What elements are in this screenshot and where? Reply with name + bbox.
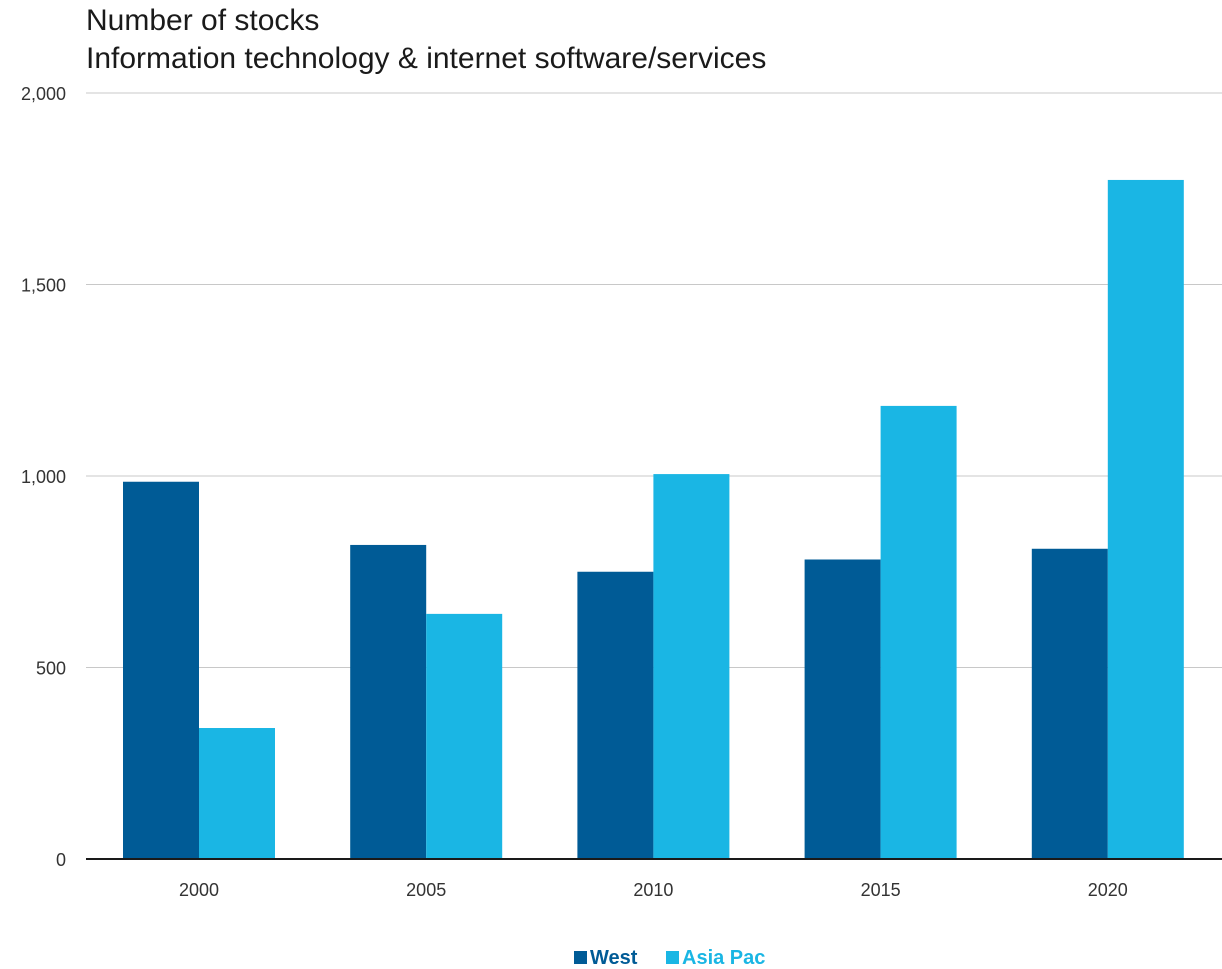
x-axis-tick-labels: 2000 2005 2010 2015 2020 [179,880,1128,900]
y-tick-label: 500 [36,659,66,679]
bar-asia-pac-2010 [653,474,730,859]
y-tick-label: 2,000 [21,84,66,104]
bar-west-2020 [1031,548,1108,859]
chart-title-line: Number of stocks [86,4,320,37]
legend-label: Asia Pac [682,947,765,969]
bar-west-2010 [577,571,654,859]
x-tick-label: 2020 [1088,880,1128,900]
x-tick-label: 2005 [406,880,446,900]
legend-swatch [574,951,587,964]
bar-west-2015 [804,559,881,859]
y-tick-label: 1,500 [21,276,66,296]
x-tick-label: 2010 [633,880,673,900]
y-tick-label: 1,000 [21,467,66,487]
bar-asia-pac-2005 [426,613,503,859]
bar-asia-pac-2000 [199,728,275,859]
legend-label: West [590,947,638,969]
bar-west-2000 [123,481,199,859]
y-axis-tick-labels: 0 500 1,000 1,500 2,000 [21,84,66,870]
bar-asia-pac-2015 [880,405,957,859]
chart-title: Number of stocks Information technology … [86,2,766,78]
bar-west-2005 [350,544,427,859]
bars [123,179,1184,860]
chart-subtitle-line: Information technology & internet softwa… [86,42,767,75]
x-tick-label: 2015 [861,880,901,900]
legend: West Asia Pac [574,947,765,969]
y-tick-label: 0 [56,850,66,870]
legend-swatch [666,951,679,964]
x-tick-label: 2000 [179,880,219,900]
bar-asia-pac-2020 [1107,179,1184,860]
